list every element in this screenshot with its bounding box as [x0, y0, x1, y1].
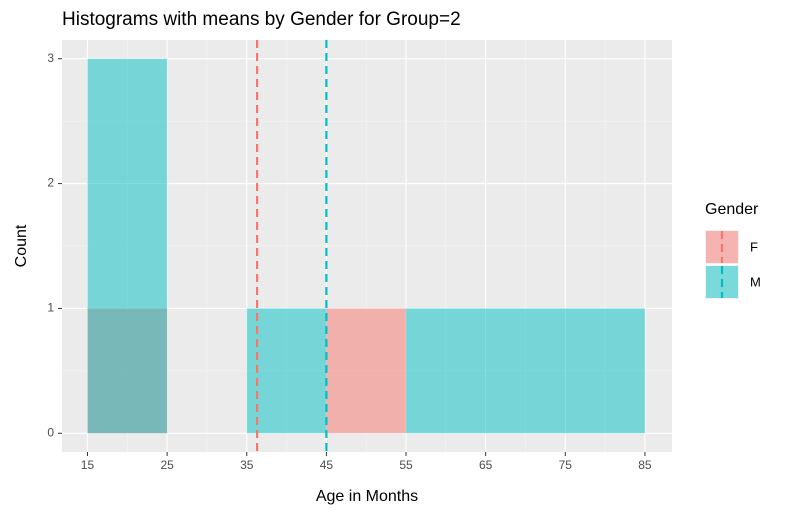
y-axis-label: Count: [13, 224, 30, 267]
chart-title: Histograms with means by Gender for Grou…: [62, 9, 461, 30]
y-tick-label: 0: [47, 425, 54, 439]
bar: [326, 308, 407, 434]
x-tick-label: 85: [638, 458, 652, 472]
legend-label: M: [750, 274, 761, 289]
x-tick-label: 25: [160, 458, 174, 472]
y-tick-label: 2: [47, 176, 54, 190]
x-tick-label: 45: [320, 458, 334, 472]
x-tick-label: 15: [81, 458, 95, 472]
legend-title: Gender: [705, 201, 759, 218]
y-tick-label: 1: [47, 301, 54, 315]
x-axis-label: Age in Months: [316, 488, 418, 505]
x-tick-label: 75: [559, 458, 573, 472]
bar: [406, 308, 486, 434]
x-tick-label: 55: [399, 458, 413, 472]
bar: [246, 308, 327, 434]
x-tick-label: 35: [240, 458, 254, 472]
y-tick-label: 3: [47, 51, 54, 65]
x-tick-label: 65: [479, 458, 493, 472]
bar: [565, 308, 645, 434]
bar: [87, 58, 168, 434]
bar: [485, 308, 566, 434]
legend-label: F: [750, 239, 758, 254]
